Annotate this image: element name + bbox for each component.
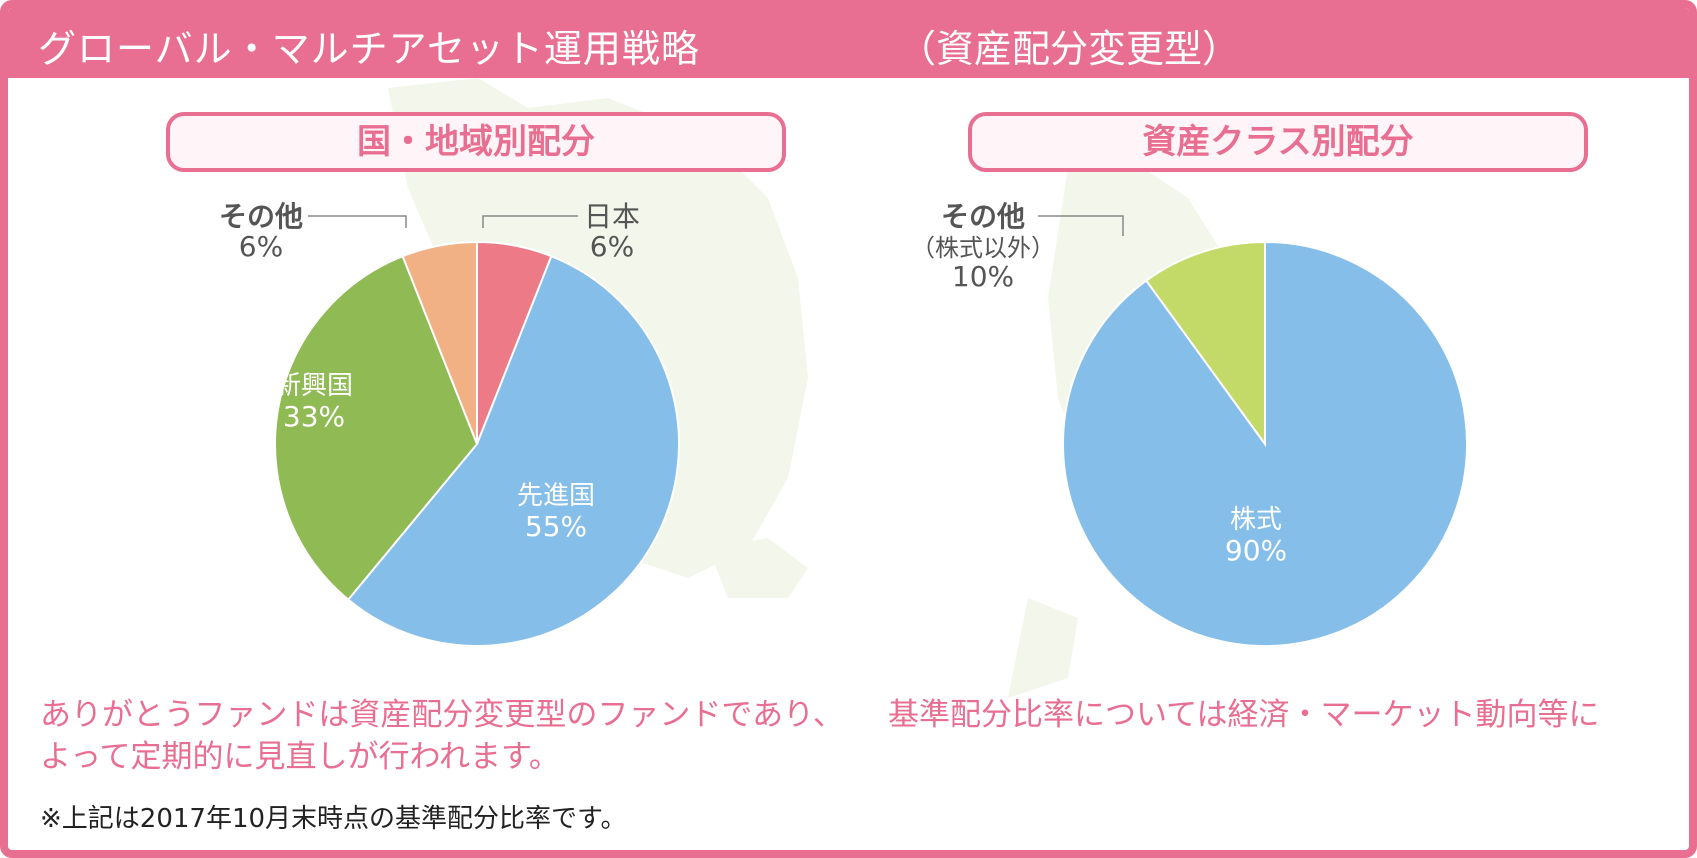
description-left: ありがとうファンドは資産配分変更型のファンドであり、 よって定期的に見直しが行わ… xyxy=(40,694,844,778)
slice-label-stocks: 株式 xyxy=(1230,505,1282,535)
slice-label-japan: 日本 xyxy=(584,200,640,233)
header-bar: グローバル・マルチアセット運用戦略 （資産配分変更型） xyxy=(8,8,1689,78)
slice-label-other-region: その他 xyxy=(219,200,303,233)
description-left-line-1: ありがとうファンドは資産配分変更型のファンドであり、 xyxy=(40,697,844,733)
pie-charts: その他 6% 日本 6% 新興国 33% 先進国 55% その他 （株式以外） … xyxy=(219,200,1469,647)
slice-value-other-region: 6% xyxy=(239,230,283,263)
region-pie-slice-1 xyxy=(346,254,680,647)
region-pie xyxy=(274,240,680,647)
slice-value-other-asset: 10% xyxy=(952,260,1014,293)
asset-class-pie xyxy=(1062,240,1469,647)
asset-class-allocation-heading: 資産クラス別配分 xyxy=(968,112,1588,172)
slice-value-stocks: 90% xyxy=(1225,534,1287,567)
region-allocation-heading: 国・地域別配分 xyxy=(166,112,786,172)
region-pie-slice-2 xyxy=(274,254,479,602)
slice-value-developed: 55% xyxy=(525,510,587,543)
page-subtitle: （資産配分変更型） xyxy=(898,27,1241,71)
description-left-line-2: よって定期的に見直しが行われます。 xyxy=(40,739,560,775)
leader-line-other-asset xyxy=(1038,215,1124,236)
leader-line-japan xyxy=(482,215,578,228)
footnote: ※上記は2017年10月末時点の基準配分比率です。 xyxy=(40,804,627,834)
slice-label-developed: 先進国 xyxy=(517,481,595,511)
description-right-line-1: 基準配分比率については経済・マーケット動向等に xyxy=(888,697,1600,733)
description-right: 基準配分比率については経済・マーケット動向等に xyxy=(888,694,1599,736)
slice-sublabel-other-asset: （株式以外） xyxy=(911,234,1055,262)
asset-pie-slice-1 xyxy=(1144,240,1266,448)
leader-line-other-region xyxy=(308,215,407,228)
slice-value-japan: 6% xyxy=(590,230,634,263)
slice-label-other-asset: その他 xyxy=(941,200,1025,233)
slice-label-emerging: 新興国 xyxy=(275,371,353,401)
page-title: グローバル・マルチアセット運用戦略 xyxy=(38,27,700,71)
slice-value-emerging: 33% xyxy=(283,400,345,433)
region-pie-slice-3 xyxy=(401,240,478,445)
